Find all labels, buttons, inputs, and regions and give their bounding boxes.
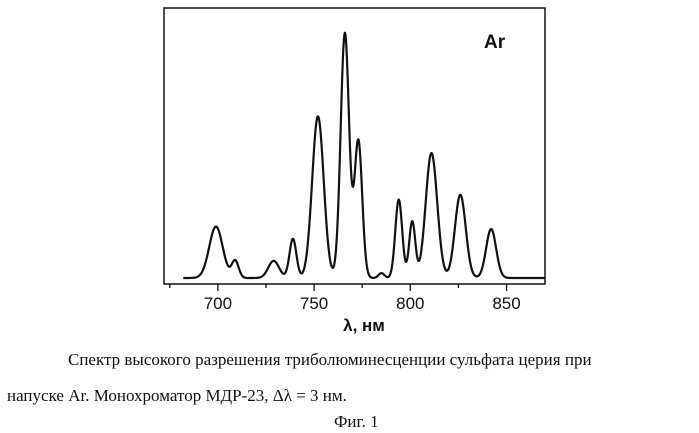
x-tick-label: 750: [300, 294, 328, 313]
annotation-ar: Ar: [484, 32, 506, 53]
x-axis-ticks: 700 750 800 850: [170, 284, 521, 313]
peak-marks: [214, 31, 492, 274]
caption-line-1: Спектр высокого разрешения триболюминесц…: [68, 350, 592, 370]
x-axis-label: λ, нм: [343, 316, 385, 335]
spectrum-line: [183, 33, 545, 278]
x-tick-label: 700: [204, 294, 232, 313]
x-tick-label: 800: [396, 294, 424, 313]
x-tick-label: 850: [492, 294, 520, 313]
spectrum-chart: 700 750 800 850 Ar λ, нм: [0, 0, 699, 345]
caption-line-2: напуске Ar. Монохроматор МДР-23, Δλ = 3 …: [7, 386, 347, 406]
figure-number: Фиг. 1: [334, 412, 379, 432]
